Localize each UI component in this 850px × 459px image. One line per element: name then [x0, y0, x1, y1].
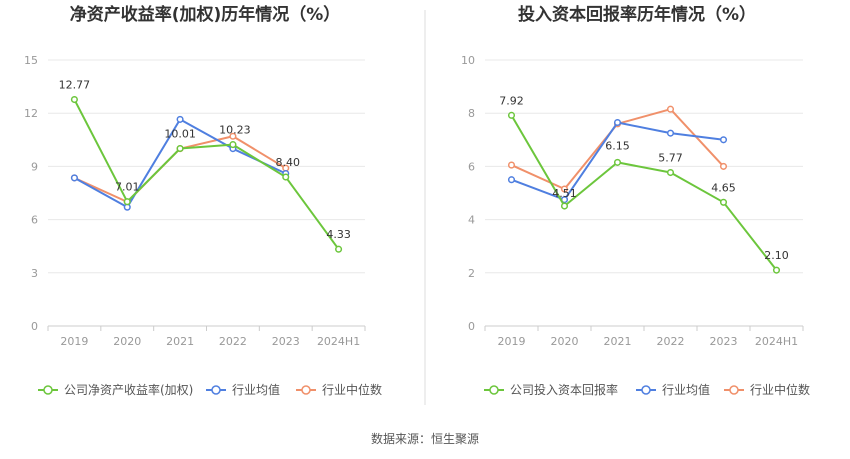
roic-industry-median-point[interactable]: [560, 185, 569, 193]
roic-data-label: 6.15: [605, 139, 630, 152]
roe-company-line: [73, 99, 340, 250]
roe-data-label: 4.33: [326, 228, 351, 241]
roe-industry-avg-point[interactable]: [176, 115, 184, 123]
roe-legend-industry-avg-label[interactable]: 行业均值: [232, 382, 280, 397]
roic-legend-company-marker: [489, 385, 499, 395]
roic-x-tick-label: 2023: [710, 335, 738, 348]
roic-y-tick-label: 6: [468, 160, 475, 173]
roe-legend-company-marker: [43, 385, 53, 395]
roe-x-tick-label: 2023: [272, 335, 300, 348]
roe-legend-industry-median-label[interactable]: 行业中位数: [322, 382, 382, 397]
roe-x-tick-label: 2019: [60, 335, 88, 348]
roic-data-label: 4.65: [711, 181, 736, 194]
roe-data-label: 8.40: [276, 156, 301, 169]
roic-company-point[interactable]: [719, 198, 728, 206]
roic-industry-avg-point[interactable]: [719, 136, 728, 144]
roe-y-tick-label: 0: [31, 320, 38, 333]
roe-company-point[interactable]: [282, 173, 290, 181]
roe-industry-avg-point[interactable]: [70, 174, 78, 182]
roic-x-tick-label: 2022: [657, 335, 685, 348]
roic-data-label: 4.51: [552, 187, 577, 200]
roic-data-label: 7.92: [499, 94, 524, 107]
roe-company-point[interactable]: [123, 198, 131, 206]
roe-company-point[interactable]: [70, 95, 78, 104]
roic-legend-industry-avg-marker: [641, 385, 651, 395]
roe-legend-company-label[interactable]: 公司净资产收益率(加权): [64, 382, 193, 397]
roic-company-line: [510, 114, 778, 271]
roe-legend-industry-median-marker: [301, 385, 311, 395]
roe-company-point[interactable]: [176, 144, 184, 153]
roe-data-label: 7.01: [115, 181, 140, 194]
roe-chart-panel: 净资产收益率(加权)历年情况（%） 0 3 6 9 12 15 2019 2020 2021 202…: [24, 4, 382, 397]
roe-x-tick-label: 2021: [166, 335, 194, 348]
roic-data-label: 5.77: [658, 152, 683, 165]
roe-data-label: 10.01: [164, 127, 196, 140]
roic-x-tick-label: 2019: [498, 335, 526, 348]
roic-data-label: 2.10: [764, 249, 789, 262]
roic-x-tick-label: 2020: [551, 335, 579, 348]
data-source-note: 数据来源：恒生聚源: [371, 431, 479, 446]
roic-industry-median-point[interactable]: [507, 161, 516, 169]
roe-y-tick-label: 6: [31, 214, 38, 227]
roe-legend-industry-avg-marker: [211, 385, 221, 395]
roic-company-point[interactable]: [560, 202, 569, 210]
roic-legend-company-label[interactable]: 公司投入资本回报率: [510, 382, 618, 397]
roe-data-label: 10.23: [219, 124, 251, 137]
roic-legend-industry-median-label[interactable]: 行业中位数: [750, 382, 810, 397]
roe-y-tick-label: 12: [24, 107, 38, 120]
roe-industry-median-point[interactable]: [229, 132, 237, 140]
roe-x-tick-label: 2020: [113, 335, 141, 348]
roic-y-tick-label: 2: [468, 267, 475, 280]
roe-data-label: 12.77: [59, 79, 91, 92]
roic-legend-industry-median-marker: [729, 385, 739, 395]
roic-industry-avg-point[interactable]: [666, 129, 675, 137]
roe-y-tick-label: 9: [31, 160, 38, 173]
roe-x-tick-label: 2022: [219, 335, 247, 348]
roic-company-point[interactable]: [507, 111, 516, 119]
roic-industry-avg-point[interactable]: [613, 118, 622, 127]
roic-x-tick-label: 2024H1: [755, 335, 798, 348]
roic-chart-title: 投入资本回报率历年情况（%）: [518, 4, 756, 25]
roic-x-tick-label: 2021: [604, 335, 632, 348]
roic-y-tick-label: 8: [468, 107, 475, 120]
roic-company-point[interactable]: [613, 158, 622, 166]
roic-legend-industry-avg-label[interactable]: 行业均值: [662, 382, 710, 397]
roe-chart-title: 净资产收益率(加权)历年情况（%）: [70, 4, 341, 25]
roic-company-point[interactable]: [772, 266, 781, 274]
roe-company-point[interactable]: [335, 245, 343, 253]
roe-y-tick-label: 15: [24, 54, 38, 67]
roic-industry-median-point[interactable]: [719, 162, 728, 170]
roic-industry-median-point[interactable]: [666, 105, 675, 113]
roe-x-tick-label: 2024H1: [317, 335, 360, 348]
roic-company-point[interactable]: [666, 168, 675, 177]
roic-y-tick-label: 4: [468, 214, 475, 227]
roe-y-tick-label: 3: [31, 267, 38, 280]
roe-company-point[interactable]: [229, 141, 237, 149]
roic-y-tick-label: 10: [461, 54, 475, 67]
roic-y-tick-label: 0: [468, 320, 475, 333]
roic-chart-panel: 投入资本回报率历年情况（%） 0 2 4 6 8 10 2019 2020 2021 2022 202…: [461, 4, 810, 397]
roic-industry-avg-point[interactable]: [507, 176, 516, 184]
